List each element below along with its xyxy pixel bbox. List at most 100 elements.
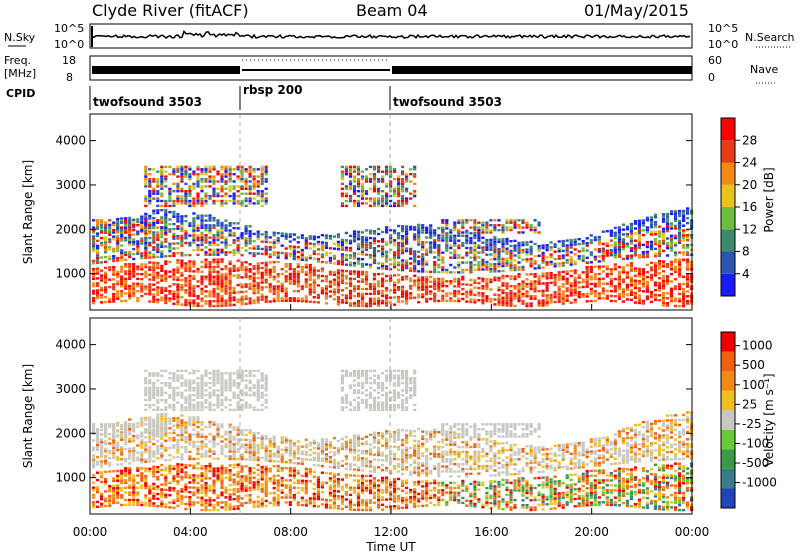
heatmap-cell [172, 278, 176, 281]
heatmap-cell [208, 423, 212, 426]
heatmap-cell [180, 406, 184, 409]
heatmap-cell [192, 224, 196, 227]
heatmap-cell [557, 247, 561, 250]
heatmap-cell [188, 270, 192, 273]
heatmap-cell [645, 290, 649, 293]
heatmap-cell [557, 290, 561, 293]
heatmap-cell [188, 450, 192, 453]
heatmap-cell [168, 218, 172, 221]
heatmap-cell [216, 243, 220, 247]
heatmap-cell [381, 175, 385, 178]
heatmap-cell [164, 299, 168, 302]
heatmap-cell [344, 231, 348, 235]
heatmap-cell [196, 297, 200, 300]
heatmap-cell [180, 259, 184, 262]
heatmap-cell [228, 379, 232, 382]
heatmap-cell [128, 437, 132, 441]
heatmap-cell [657, 267, 662, 270]
heatmap-cell [216, 381, 220, 385]
heatmap-cell [641, 224, 645, 227]
heatmap-cell [140, 486, 144, 490]
heatmap-cell [120, 299, 124, 303]
heatmap-cell [401, 182, 405, 186]
heatmap-cell [180, 502, 184, 505]
heatmap-cell [481, 226, 485, 229]
heatmap-cell [653, 298, 658, 301]
heatmap-cell [228, 170, 232, 173]
heatmap-cell [244, 266, 248, 269]
heatmap-cell [108, 240, 112, 244]
heatmap-cell [212, 450, 216, 453]
heatmap-cell [148, 177, 152, 181]
heatmap-cell [196, 425, 200, 429]
heatmap-cell [605, 272, 609, 276]
heatmap-cell [180, 426, 184, 429]
heatmap-cell [232, 298, 236, 302]
heatmap-cell [192, 416, 196, 419]
heatmap-cell [216, 423, 220, 426]
heatmap-cell [112, 231, 116, 234]
heatmap-cell [188, 192, 192, 195]
heatmap-cell [224, 175, 228, 178]
heatmap-cell [212, 226, 216, 229]
heatmap-cell [152, 420, 156, 424]
heatmap-cell [653, 262, 658, 265]
heatmap-cell [228, 282, 232, 285]
heatmap-cell [120, 228, 124, 232]
heatmap-cell [192, 292, 196, 295]
heatmap-cell [92, 270, 96, 273]
heatmap-cell [216, 457, 220, 460]
heatmap-cell [284, 297, 288, 300]
heatmap-cell [605, 267, 609, 271]
heatmap-cell [682, 287, 686, 291]
heatmap-cell [437, 227, 441, 230]
heatmap-cell [164, 369, 168, 373]
heatmap-cell [409, 228, 413, 231]
heatmap-cell [160, 250, 164, 253]
heatmap-cell [441, 282, 445, 285]
heatmap-cell [340, 289, 344, 292]
heatmap-cell [136, 282, 140, 285]
heatmap-cell [669, 224, 674, 228]
heatmap-cell [328, 259, 332, 262]
heatmap-cell [645, 253, 649, 256]
heatmap-cell [461, 244, 465, 247]
heatmap-cell [469, 266, 473, 269]
heatmap-cell [389, 194, 393, 198]
heatmap-cell [264, 187, 268, 190]
heatmap-cell [156, 276, 160, 279]
heatmap-cell [441, 271, 445, 274]
heatmap-cell [244, 177, 248, 181]
heatmap-cell [172, 170, 176, 173]
heatmap-cell [220, 224, 224, 227]
heatmap-cell [348, 173, 353, 176]
heatmap-cell [148, 217, 152, 220]
heatmap-cell [100, 301, 104, 304]
heatmap-cell [565, 277, 569, 280]
heatmap-cell [569, 289, 573, 292]
heatmap-cell [649, 223, 654, 226]
heatmap-cell [136, 425, 140, 428]
heatmap-cell [108, 285, 112, 289]
heatmap-cell [216, 494, 220, 497]
heatmap-cell [429, 231, 433, 234]
heatmap-cell [108, 504, 112, 507]
heatmap-cell [108, 464, 112, 467]
heatmap-cell [192, 299, 196, 302]
heatmap-cell [172, 235, 176, 238]
heatmap-cell [120, 277, 124, 281]
heatmap-cell [601, 247, 605, 250]
heatmap-cell [437, 234, 441, 237]
heatmap-cell [485, 246, 489, 249]
heatmap-cell [629, 281, 633, 284]
heatmap-cell [144, 234, 148, 238]
heatmap-cell [116, 247, 120, 250]
heatmap-cell [220, 491, 224, 494]
heatmap-cell [561, 270, 565, 274]
heatmap-cell [100, 244, 104, 247]
heatmap-cell [188, 199, 192, 203]
heatmap-cell [545, 296, 549, 299]
heatmap-cell [405, 225, 409, 228]
heatmap-cell [372, 259, 377, 262]
heatmap-cell [148, 266, 152, 269]
